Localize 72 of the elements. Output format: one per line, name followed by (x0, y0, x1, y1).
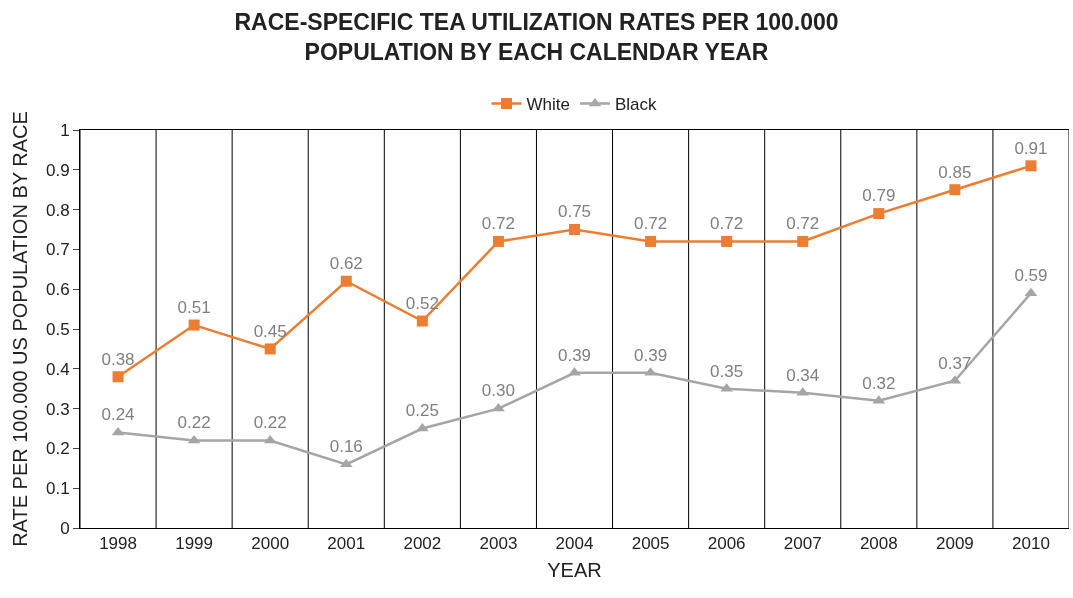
data-label: 0.16 (329, 437, 363, 457)
x-tick-label: 1999 (175, 534, 214, 554)
y-tick-label: 0.7 (45, 240, 70, 260)
y-tick-label: 0.5 (45, 319, 70, 339)
legend-label: White (526, 95, 570, 115)
point (721, 235, 733, 247)
x-tick-label: 2005 (631, 534, 670, 554)
x-tick-label: 2003 (479, 534, 518, 554)
data-label: 0.22 (177, 413, 211, 433)
data-label: 0.24 (101, 405, 135, 425)
y-tick-label: 0.3 (45, 399, 70, 419)
data-label: 0.72 (634, 214, 668, 234)
data-label: 0.52 (405, 293, 439, 313)
data-label: 0.75 (557, 202, 592, 222)
data-label: 0.91 (1014, 138, 1048, 158)
x-tick-label: 2004 (555, 534, 594, 554)
y-tick-label: 0.6 (45, 280, 70, 300)
point (112, 371, 124, 383)
data-label: 0.39 (557, 345, 592, 365)
data-label: 0.79 (862, 186, 896, 206)
data-label: 0.22 (253, 413, 287, 433)
data-label: 0.35 (710, 361, 744, 381)
data-label: 0.39 (634, 345, 668, 365)
data-label: 0.72 (786, 214, 820, 234)
chart-title: RACE-SPECIFIC TEA UTILIZATION RATES PER 100.000 POPULATION BY EACH CALENDAR YEAR (234, 8, 839, 65)
point (873, 208, 885, 220)
x-tick-label: 2008 (859, 534, 898, 554)
y-tick-label: 0.1 (45, 479, 70, 499)
data-label: 0.38 (101, 349, 135, 369)
data-label: 0.45 (253, 321, 287, 341)
point (187, 434, 201, 444)
y-tick-label: 0 (60, 518, 70, 538)
x-tick-label: 2010 (1012, 534, 1050, 554)
x-tick-label: 1998 (99, 534, 137, 554)
data-label: 0.62 (329, 254, 363, 274)
x-tick-label: 2009 (935, 534, 974, 554)
point (949, 184, 961, 196)
x-tick-label: 2001 (327, 534, 366, 554)
point (263, 434, 277, 444)
data-label: 0.85 (938, 162, 972, 182)
point (340, 275, 352, 287)
point (492, 235, 504, 247)
data-label: 0.34 (786, 365, 820, 385)
x-tick-label: 2000 (251, 534, 290, 554)
point (111, 426, 125, 436)
point (1025, 160, 1037, 172)
x-tick-label: 2002 (403, 534, 442, 554)
y-tick-label: 1 (60, 120, 70, 140)
y-tick-label: 0.9 (45, 160, 70, 180)
y-tick-label: 0.8 (45, 200, 70, 220)
data-label: 0.72 (710, 214, 744, 234)
data-label: 0.37 (938, 353, 972, 373)
point (188, 319, 200, 331)
point (416, 315, 428, 327)
point (797, 235, 809, 247)
data-label: 0.32 (862, 373, 896, 393)
y-tick-label: 0.4 (45, 359, 70, 379)
legend-label: Black (614, 95, 658, 115)
point (569, 224, 580, 235)
point (264, 343, 276, 355)
point (645, 235, 657, 247)
x-tick-label: 2006 (707, 534, 746, 554)
data-label: 0.51 (177, 297, 211, 317)
x-axis-title: YEAR (547, 558, 602, 581)
data-label: 0.30 (481, 381, 515, 401)
data-label: 0.72 (481, 214, 515, 234)
x-tick-label: 2007 (783, 534, 822, 554)
y-tick-label: 0.2 (45, 439, 70, 459)
y-axis-title: RATE PER 100.000 US POPULATION BY RACE (9, 111, 32, 547)
data-label: 0.59 (1014, 266, 1048, 286)
data-label: 0.25 (405, 401, 439, 421)
point (339, 458, 353, 468)
